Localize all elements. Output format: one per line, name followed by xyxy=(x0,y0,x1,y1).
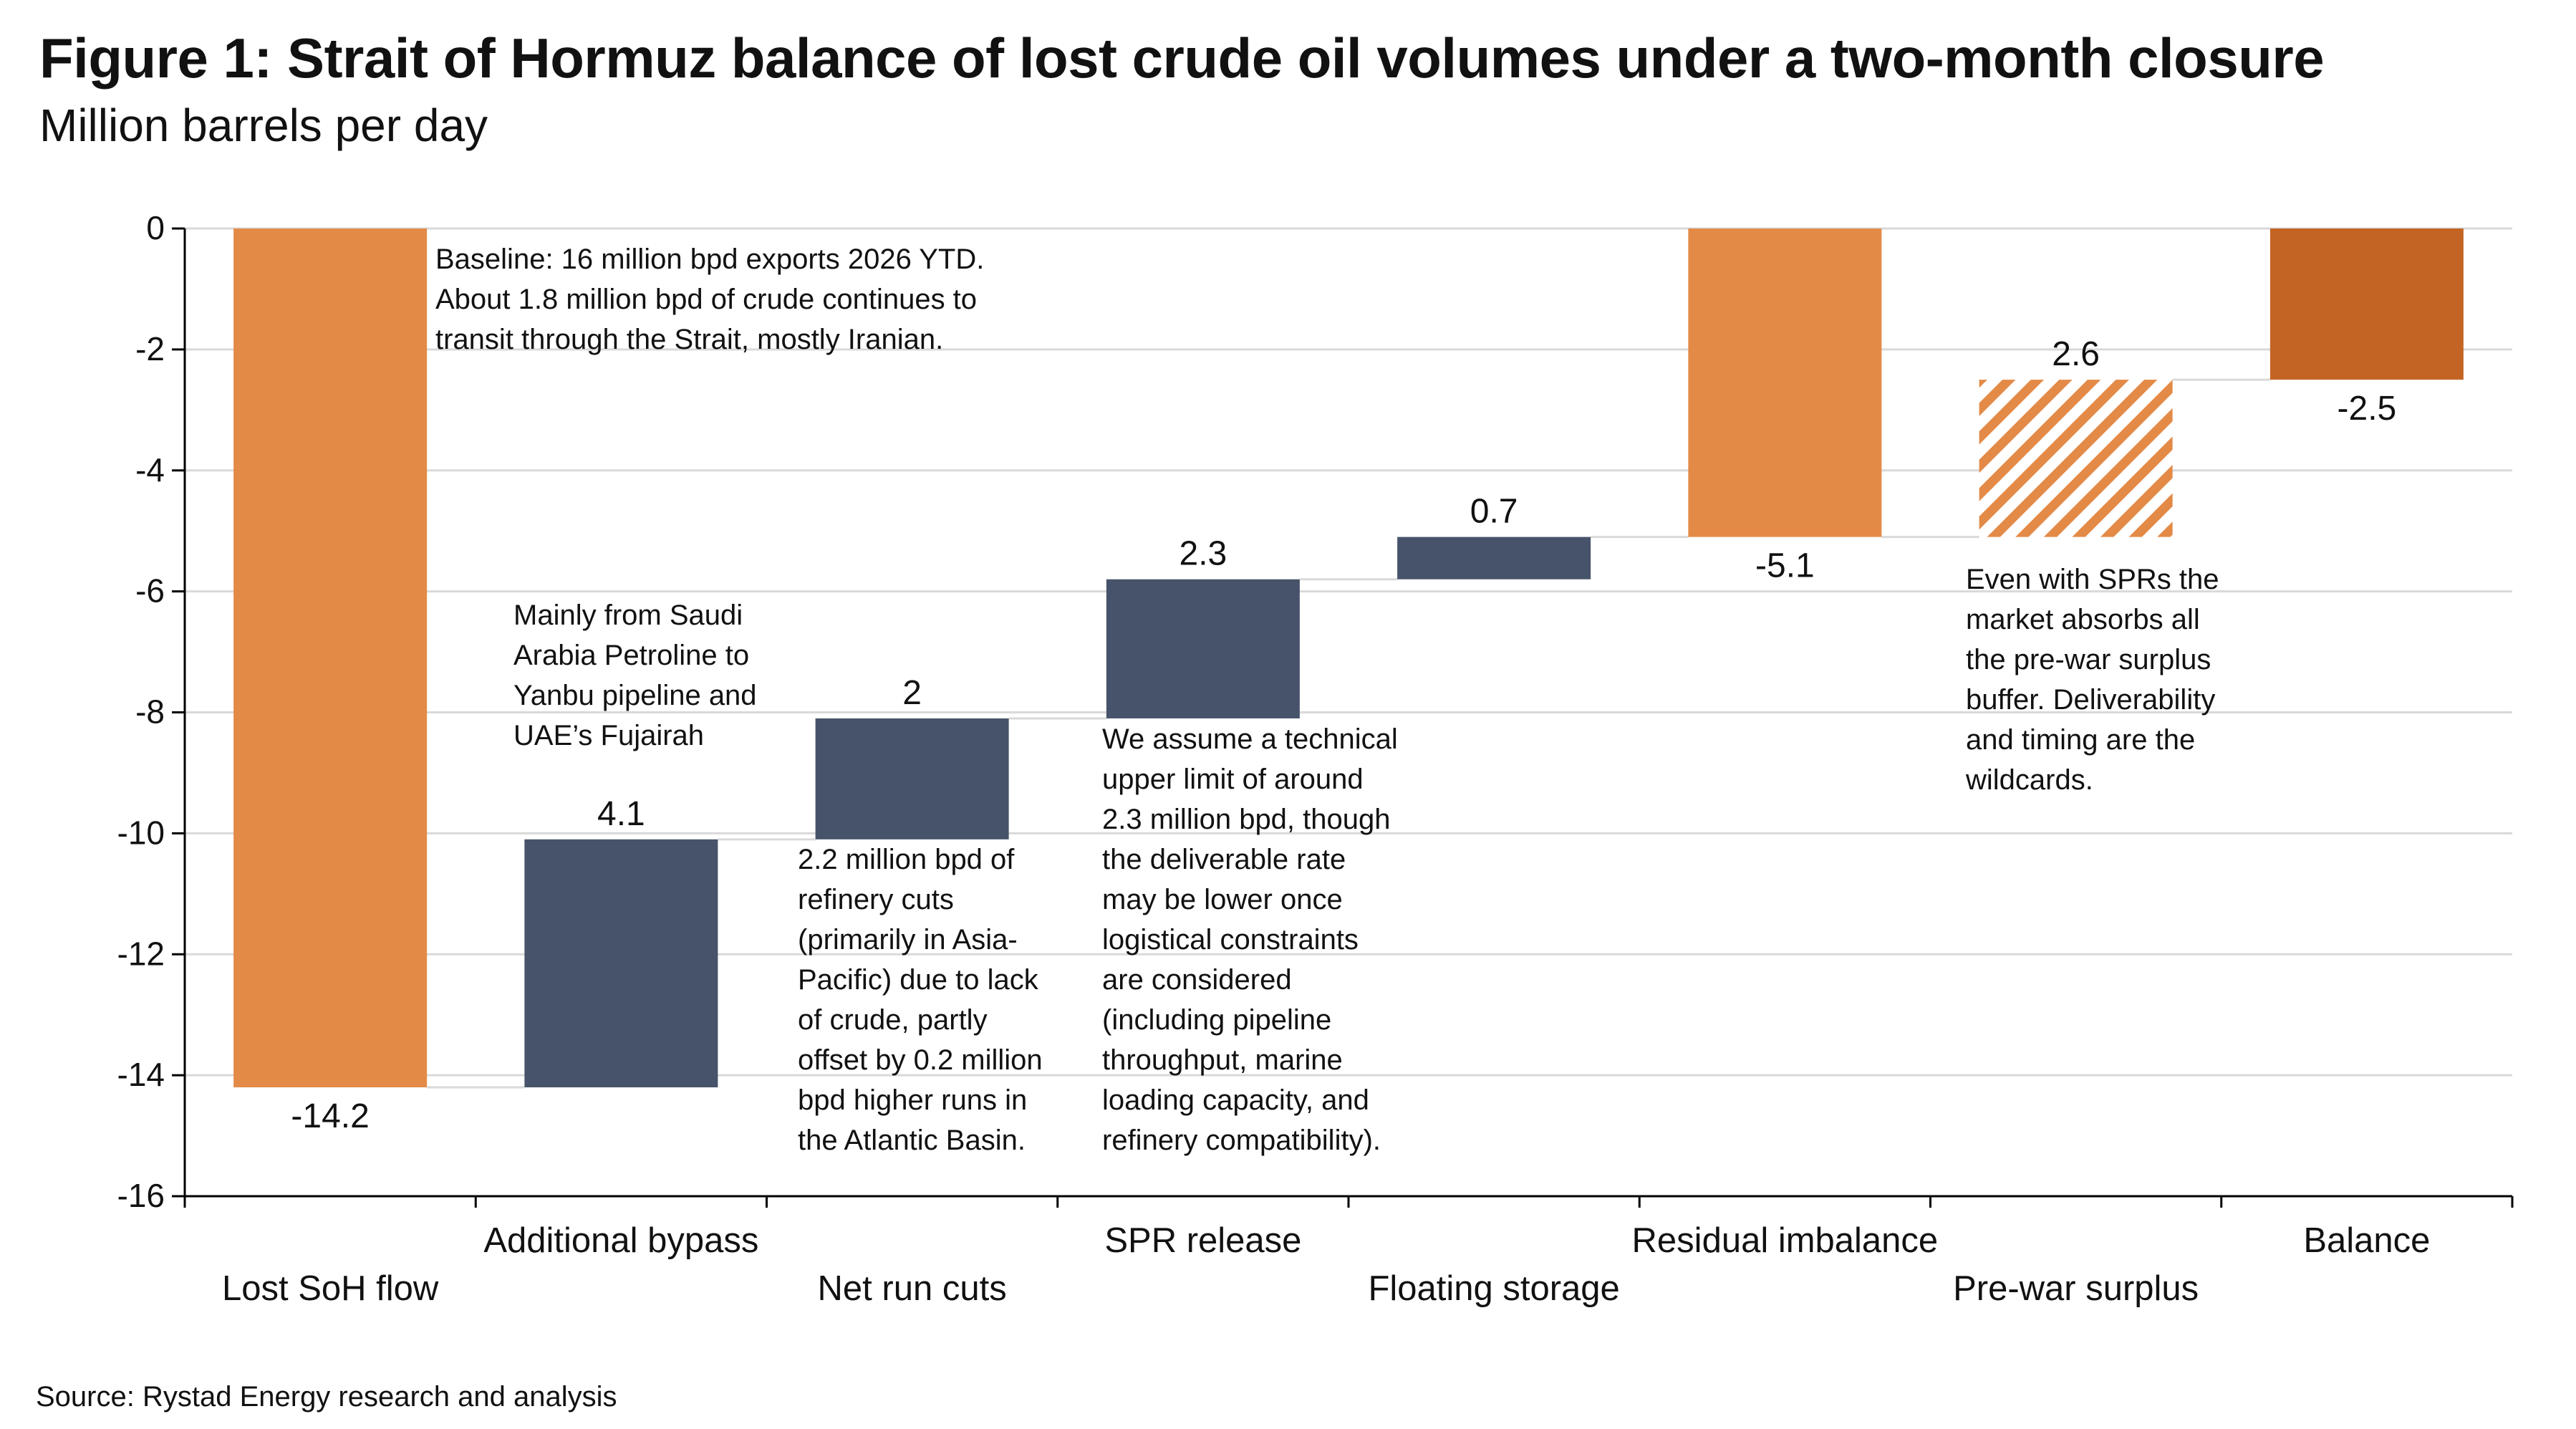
annotation-line: refinery cuts xyxy=(798,884,954,915)
y-tick-label: -14 xyxy=(117,1056,165,1093)
data-label: 4.1 xyxy=(597,795,645,833)
y-tick-label: -8 xyxy=(135,693,165,731)
category-label: Balance xyxy=(2303,1221,2430,1260)
data-label: -14.2 xyxy=(291,1097,369,1135)
annotation-line: the Atlantic Basin. xyxy=(798,1125,1026,1156)
bar xyxy=(233,228,428,1088)
y-tick-label: 0 xyxy=(146,209,165,246)
annotation-line: transit through the Strait, mostly Irani… xyxy=(435,324,944,355)
category-label: Pre-war surplus xyxy=(1953,1269,2199,1308)
annotation-spr: We assume a technical upper limit of arou… xyxy=(1102,719,1398,1160)
annotation-line: Baseline: 16 million bpd exports 2026 YT… xyxy=(435,244,985,275)
bar xyxy=(815,718,1009,839)
bar xyxy=(524,839,718,1088)
category-label: Lost SoH flow xyxy=(222,1269,439,1308)
data-label: 2.6 xyxy=(2052,335,2100,373)
bar xyxy=(1688,228,1882,537)
annotation-line: are considered xyxy=(1102,964,1292,996)
annotation-line: We assume a technical xyxy=(1102,723,1398,755)
annotation-line: market absorbs all xyxy=(1966,604,2200,635)
y-tick-label: -12 xyxy=(117,935,165,972)
annotation-line: About 1.8 million bpd of crude continues… xyxy=(435,284,978,315)
bar xyxy=(1397,537,1591,579)
y-tick-label: -2 xyxy=(135,330,165,367)
annotation-surplus: Even with SPRs the market absorbs all the … xyxy=(1966,559,2219,800)
annotation-line: Yanbu pipeline and xyxy=(513,680,757,711)
data-label: -5.1 xyxy=(1755,547,1815,585)
bar xyxy=(1979,380,2173,537)
annotation-line: Pacific) due to lack xyxy=(798,964,1038,996)
chart-subtitle: Million barrels per day xyxy=(39,100,488,151)
annotation-line: the deliverable rate xyxy=(1102,844,1346,875)
category-label: Additional bypass xyxy=(483,1221,758,1260)
annotation-line: Arabia Petroline to xyxy=(513,640,750,671)
data-label: 2.3 xyxy=(1180,535,1227,573)
category-label: SPR release xyxy=(1104,1221,1301,1260)
annotation-baseline: Baseline: 16 million bpd exports 2026 YT… xyxy=(435,239,984,360)
annotation-line: upper limit of around xyxy=(1102,764,1364,795)
annotation-bypass: Mainly from Saudi Arabia Petroline to Yanb… xyxy=(513,595,757,756)
y-tick-label: -6 xyxy=(135,572,165,610)
annotation-line: 2.3 million bpd, though xyxy=(1102,804,1391,835)
y-tick-label: -16 xyxy=(117,1177,165,1214)
category-label: Net run cuts xyxy=(818,1269,1007,1308)
annotation-line: the pre-war surplus xyxy=(1966,644,2211,675)
annotation-line: (including pipeline xyxy=(1102,1004,1332,1036)
annotation-line: logistical constraints xyxy=(1102,924,1359,956)
bar xyxy=(2269,228,2464,380)
annotation-line: wildcards. xyxy=(1966,764,2093,796)
source-note: Source: Rystad Energy research and analy… xyxy=(36,1381,617,1413)
chart-title: Figure 1: Strait of Hormuz balance of lo… xyxy=(39,27,2325,90)
annotation-line: may be lower once xyxy=(1102,884,1343,915)
y-tick-label: -4 xyxy=(135,451,165,489)
annotation-run-cuts: 2.2 million bpd of refinery cuts (primaril… xyxy=(798,839,1043,1160)
annotation-line: offset by 0.2 million xyxy=(798,1044,1043,1076)
annotation-line: (primarily in Asia- xyxy=(798,924,1018,956)
data-label: 2 xyxy=(902,674,922,712)
category-label: Residual imbalance xyxy=(1632,1221,1939,1260)
category-label: Floating storage xyxy=(1368,1269,1619,1308)
annotation-line: loading capacity, and xyxy=(1102,1084,1369,1116)
annotation-line: Mainly from Saudi xyxy=(513,600,743,631)
bar xyxy=(1106,579,1300,718)
annotation-line: Even with SPRs the xyxy=(1966,564,2219,595)
annotation-line: bpd higher runs in xyxy=(798,1084,1028,1116)
y-tick-label: -10 xyxy=(117,814,165,851)
annotation-line: of crude, partly xyxy=(798,1004,988,1036)
data-label: 0.7 xyxy=(1470,493,1518,531)
annotation-line: buffer. Deliverability xyxy=(1966,684,2216,716)
annotation-line: and timing are the xyxy=(1966,724,2196,756)
data-label: -2.5 xyxy=(2338,390,2397,428)
annotation-line: 2.2 million bpd of xyxy=(798,844,1015,875)
annotation-line: refinery compatibility). xyxy=(1102,1125,1381,1156)
annotation-line: UAE’s Fujairah xyxy=(513,720,705,751)
annotation-line: throughput, marine xyxy=(1102,1044,1343,1076)
